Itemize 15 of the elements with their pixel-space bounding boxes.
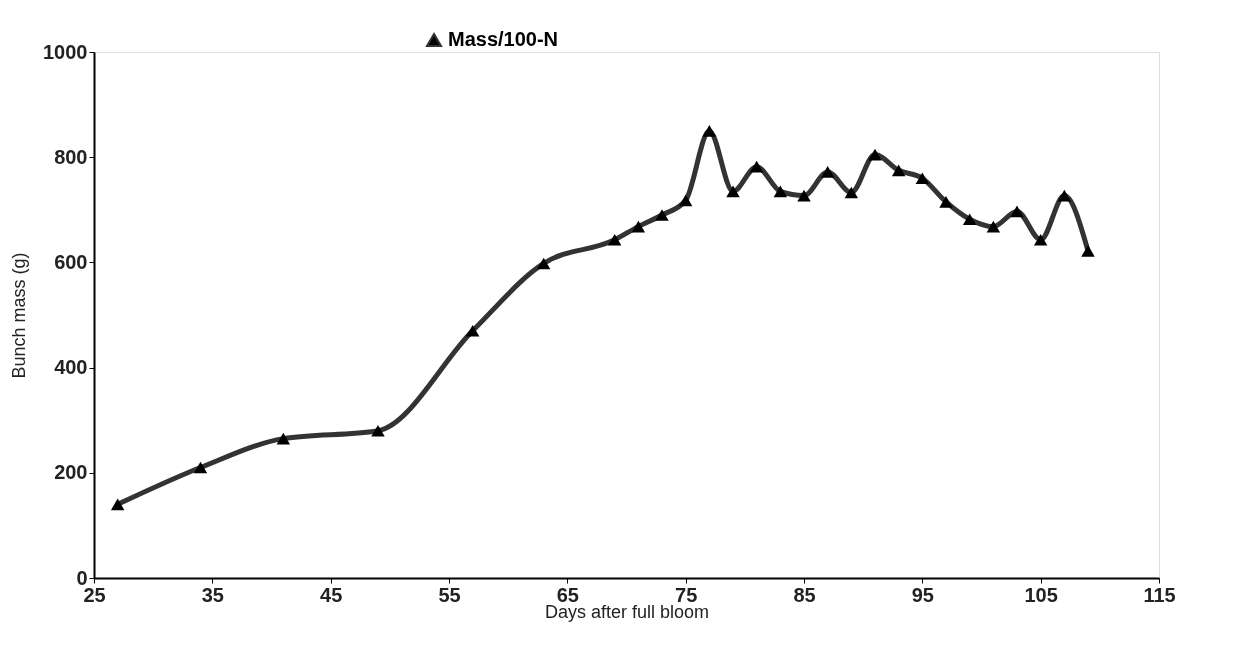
y-tick-label: 1000 (43, 40, 88, 63)
x-tick-label: 45 (320, 583, 343, 606)
x-tick-label: 105 (1024, 583, 1058, 606)
y-tick-label: 400 (54, 356, 88, 379)
x-tick-label: 55 (438, 583, 461, 606)
y-tick-label: 800 (54, 145, 88, 168)
y-tick-label: 0 (76, 566, 88, 589)
y-tick-label: 200 (54, 461, 88, 484)
x-tick-label: 115 (1143, 583, 1176, 606)
x-tick-label: 35 (201, 583, 224, 606)
x-tick-label: 85 (793, 583, 816, 606)
x-tick-label: 95 (911, 583, 934, 606)
y-tick-label: 600 (54, 250, 88, 273)
legend-label: Mass/100-N (448, 28, 559, 50)
y-axis-title: Bunch mass (g) (9, 252, 30, 379)
